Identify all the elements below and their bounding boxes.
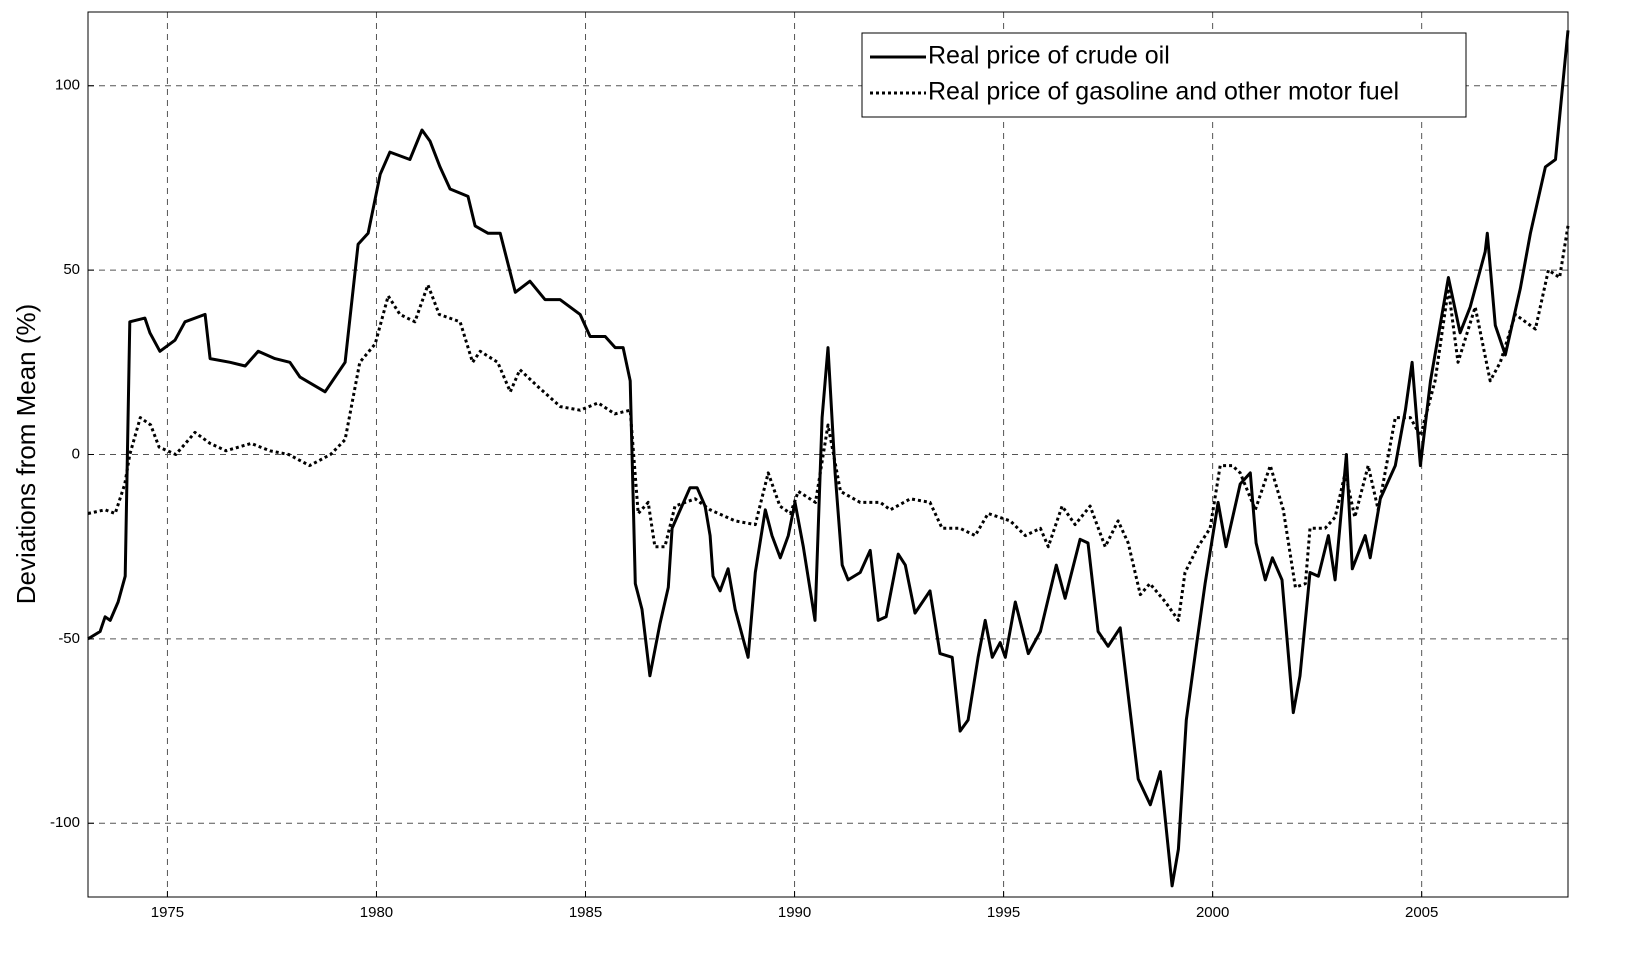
legend-box xyxy=(861,32,1467,118)
x-tick-label: 1980 xyxy=(360,904,393,921)
series-line xyxy=(87,30,1570,888)
y-tick-label: 0 xyxy=(72,445,80,462)
x-tick-label: 1975 xyxy=(151,904,184,921)
x-tick-label: 2000 xyxy=(1196,904,1229,921)
plot-frame xyxy=(87,11,1569,898)
y-tick-label: -100 xyxy=(50,814,80,831)
legend-label: Real price of crude oil xyxy=(928,42,1170,70)
x-tick-label: 1985 xyxy=(569,904,602,921)
x-tick-label: 1990 xyxy=(778,904,811,921)
y-tick-label: 100 xyxy=(55,77,80,94)
x-tick-label: 2005 xyxy=(1405,904,1438,921)
y-tick-label: 50 xyxy=(63,261,80,278)
x-tick-label: 1995 xyxy=(987,904,1020,921)
y-axis-label: Deviations from Mean (%) xyxy=(11,304,41,605)
legend-label: Real price of gasoline and other motor f… xyxy=(928,78,1399,106)
series-line xyxy=(87,225,1570,622)
y-tick-label: -50 xyxy=(58,630,80,647)
